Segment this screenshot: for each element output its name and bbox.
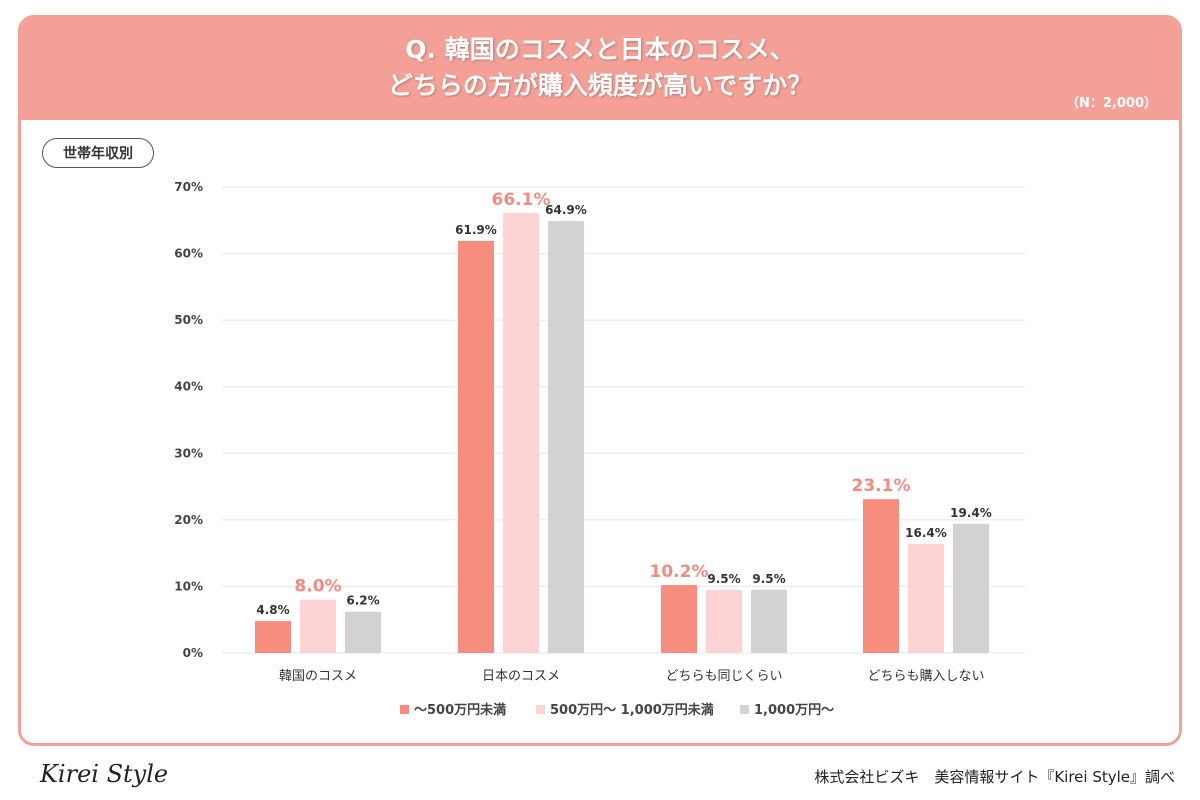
data-label: 23.1% — [852, 476, 911, 496]
y-tick-label: 40% — [174, 380, 203, 394]
y-tick-label: 0% — [183, 646, 203, 660]
bar — [548, 220, 584, 654]
bar — [255, 621, 291, 653]
legend-label: 500万円〜 1,000万円未満 — [550, 702, 714, 718]
chart-card: Q. 韓国のコスメと日本のコスメ、 どちらの方が購入頻度が高いですか？ （N：2… — [18, 15, 1182, 746]
bar — [300, 599, 336, 653]
data-label: 16.4% — [905, 526, 947, 540]
title-line-2: どちらの方が購入頻度が高いですか？ — [387, 71, 813, 100]
segment-tag: 世帯年収別 — [42, 138, 154, 168]
x-tick-label: 韓国のコスメ — [279, 669, 357, 684]
y-tick-label: 30% — [174, 446, 203, 460]
data-label: 66.1% — [492, 190, 551, 210]
data-label: 9.5% — [752, 572, 785, 586]
data-label: 9.5% — [707, 572, 740, 586]
data-label: 10.2% — [650, 562, 709, 582]
data-label: 6.2% — [346, 594, 379, 608]
legend-swatch — [740, 705, 749, 714]
bar — [661, 585, 697, 653]
data-label: 19.4% — [950, 506, 992, 520]
legend-label: 〜500万円未満 — [414, 702, 506, 718]
data-label: 61.9% — [455, 223, 497, 237]
question-header: Q. 韓国のコスメと日本のコスメ、 どちらの方が購入頻度が高いですか？ — [21, 18, 1179, 120]
data-label: 4.8% — [256, 603, 289, 617]
data-label: 64.9% — [545, 203, 587, 217]
bar — [458, 240, 494, 653]
bar — [503, 212, 539, 653]
legend-swatch — [400, 705, 409, 714]
y-tick-label: 20% — [174, 513, 203, 527]
legend-label: 1,000万円〜 — [754, 703, 834, 718]
y-tick-label: 70% — [174, 180, 203, 194]
x-tick-label: 日本のコスメ — [482, 669, 560, 684]
bar — [953, 523, 989, 653]
bar — [345, 611, 381, 653]
data-label: 8.0% — [294, 577, 341, 597]
y-tick-label: 50% — [174, 313, 203, 327]
y-tick-label: 60% — [174, 247, 203, 261]
title-line-1: Q. 韓国のコスメと日本のコスメ、 — [405, 35, 795, 64]
bar — [863, 499, 899, 653]
y-tick-label: 10% — [174, 579, 203, 593]
x-tick-label: どちらも同じくらい — [665, 669, 782, 684]
x-tick-label: どちらも購入しない — [867, 669, 984, 684]
bar — [908, 543, 944, 653]
legend-swatch — [536, 705, 545, 714]
source-credit: 株式会社ビズキ 美容情報サイト『Kirei Style』調べ — [814, 768, 1175, 786]
kirei-style-logo: Kirei Style — [40, 760, 169, 788]
sample-size: （N：2,000） — [1065, 96, 1157, 111]
bar — [751, 589, 787, 653]
bar — [706, 589, 742, 653]
